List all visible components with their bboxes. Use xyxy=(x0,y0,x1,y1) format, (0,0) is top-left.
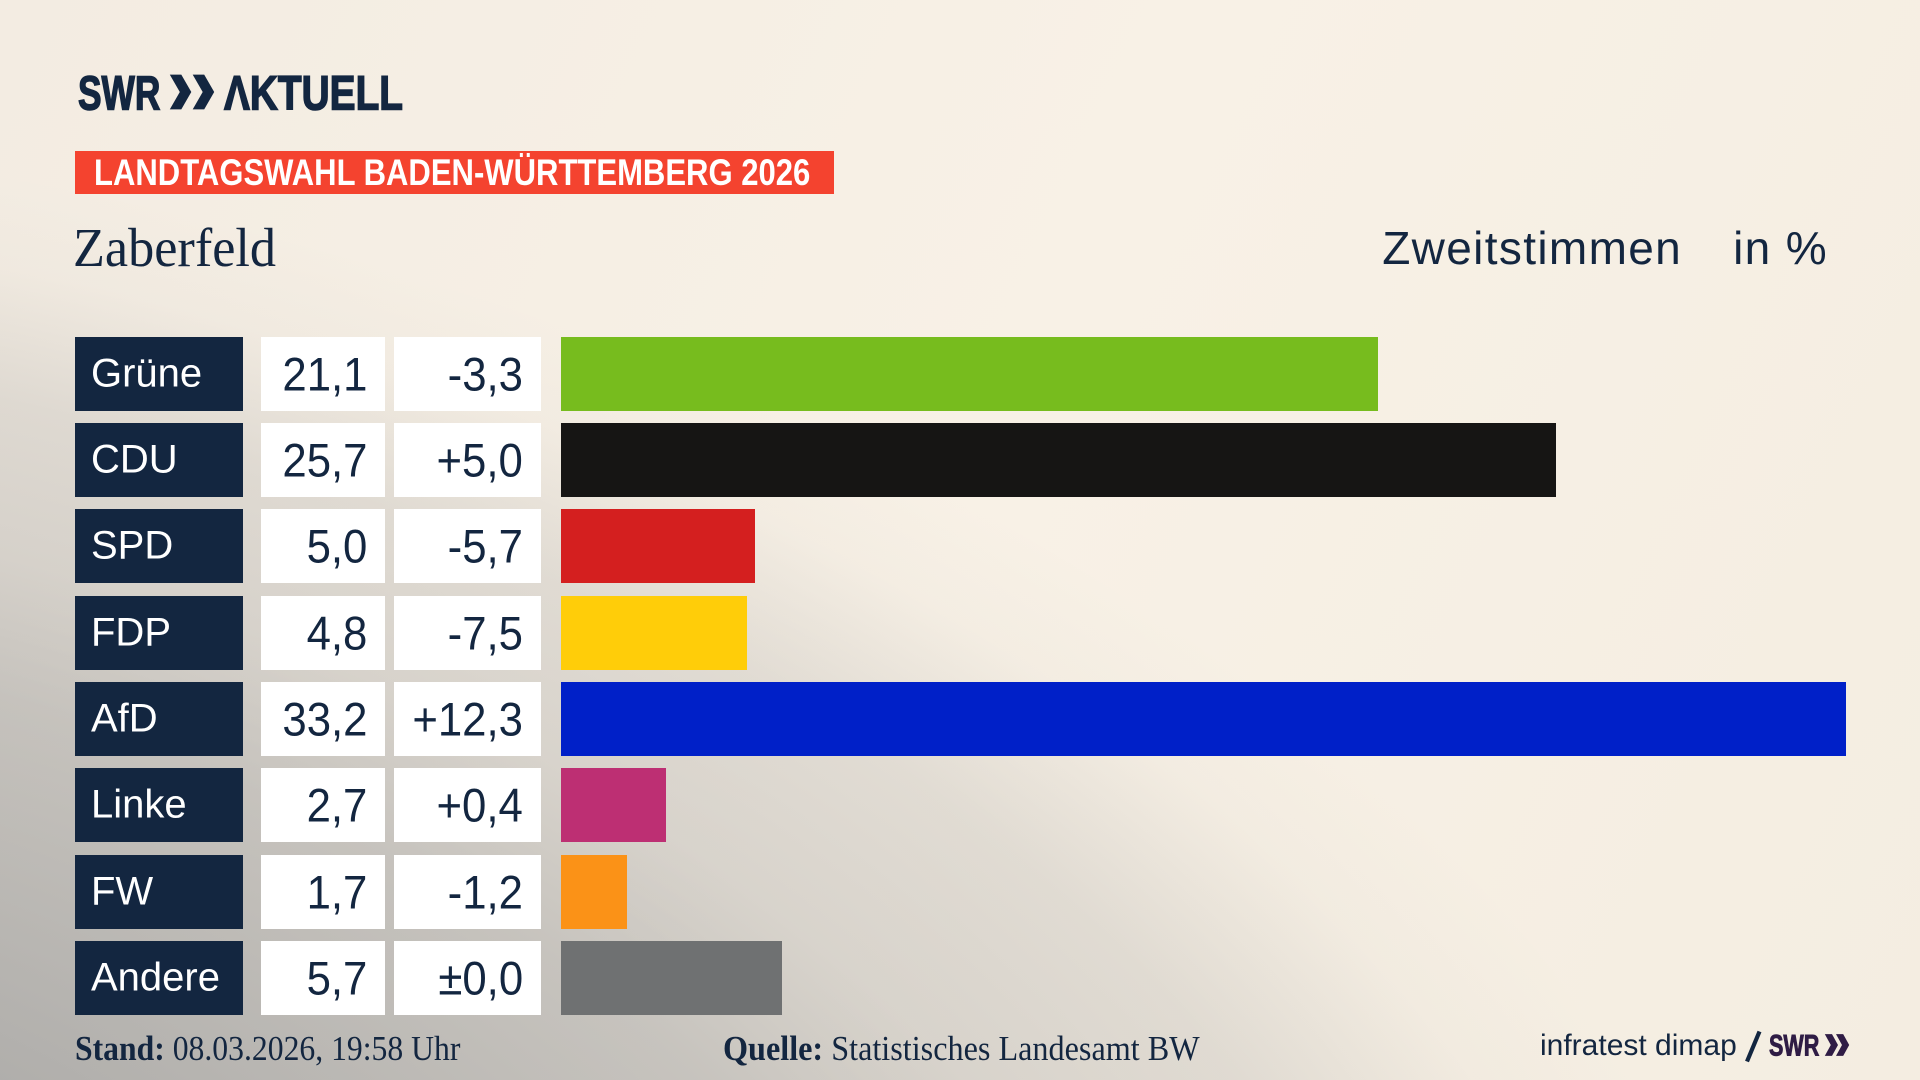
svg-text:SWR: SWR xyxy=(78,66,160,112)
svg-text:ΛKTUELL: ΛKTUELL xyxy=(224,66,403,112)
svg-text:SWR: SWR xyxy=(1769,1030,1819,1063)
